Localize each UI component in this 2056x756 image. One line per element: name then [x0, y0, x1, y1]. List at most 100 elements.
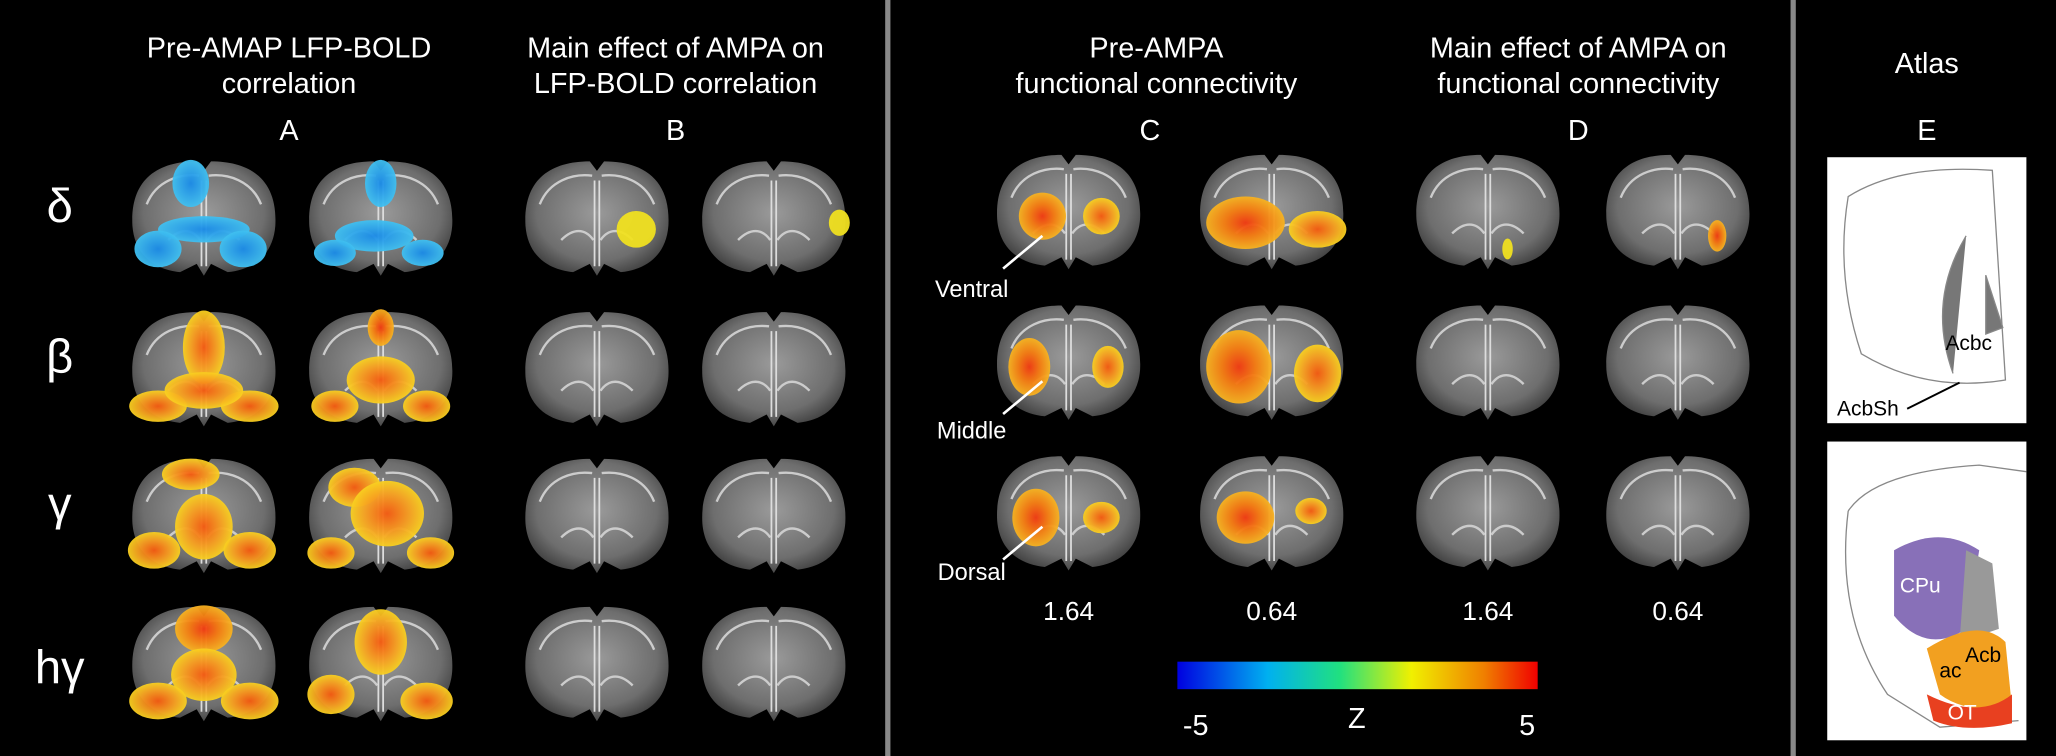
- activation: [1708, 220, 1727, 252]
- slice-coordinate: 1.64: [1043, 596, 1094, 626]
- brain-slice: [524, 160, 670, 278]
- panel-title: Pre-AMAP LFP-BOLD: [147, 32, 431, 64]
- activation: [182, 310, 225, 384]
- brain-slice: [1415, 153, 1561, 271]
- pointer: [1002, 525, 1044, 561]
- activation: [129, 682, 187, 720]
- activation: [1206, 196, 1285, 249]
- activation: [406, 537, 455, 569]
- band-label: δ: [47, 179, 73, 232]
- seed-label: Middle: [937, 418, 1006, 444]
- brain-slice: [1604, 153, 1751, 271]
- brain-slice: [1604, 304, 1751, 422]
- activation: [367, 309, 394, 346]
- brain-slice: [307, 605, 454, 723]
- activation: [1206, 330, 1272, 404]
- atlas-label: ac: [1939, 660, 1961, 683]
- panel-title: LFP-BOLD correlation: [534, 68, 817, 100]
- brain-slice: [995, 153, 1142, 271]
- panel-title: functional connectivity: [1015, 68, 1297, 100]
- activation: [1216, 491, 1275, 544]
- activation: [313, 239, 356, 266]
- brain-slice: [995, 454, 1142, 572]
- brain-image: [700, 310, 847, 428]
- brain-slice: [1198, 454, 1345, 572]
- atlas-drawings: [1827, 157, 2027, 741]
- brain-slice: [700, 605, 847, 723]
- atlas-label: Acb: [1965, 644, 2001, 667]
- activation: [354, 609, 407, 675]
- activation: [171, 648, 237, 701]
- colorbar-max: 5: [1519, 710, 1535, 742]
- brain-slice: [1604, 454, 1751, 572]
- panel-letter: E: [1917, 115, 1936, 147]
- band-label: hγ: [35, 640, 85, 693]
- activation: [828, 209, 850, 236]
- activation: [350, 480, 424, 547]
- brain-image: [700, 605, 847, 723]
- activation: [346, 356, 415, 404]
- panel-title: Main effect of AMPA on: [527, 32, 824, 64]
- brain-image: [1415, 454, 1561, 572]
- brain-image: [1415, 153, 1561, 271]
- activation: [1012, 488, 1060, 547]
- separator: [885, 0, 891, 756]
- panel-letter: A: [279, 115, 299, 147]
- atlas-label: CPu: [1900, 575, 1941, 598]
- activation: [365, 159, 397, 208]
- activation: [403, 390, 451, 422]
- pointer: [1002, 380, 1044, 416]
- seed-label: Dorsal: [938, 559, 1006, 585]
- colorbar: [1177, 661, 1538, 690]
- seed-label: Ventral: [935, 276, 1008, 302]
- activation: [175, 493, 233, 560]
- brain-slice: [700, 310, 847, 428]
- brain-slice: [307, 159, 454, 278]
- activation: [307, 674, 355, 715]
- panel-title: Main effect of AMPA on: [1430, 32, 1727, 64]
- brain-slice: [130, 159, 277, 278]
- brain-image: [1604, 153, 1751, 271]
- brain-slice: [129, 605, 279, 723]
- brain-slice: [524, 457, 670, 575]
- panel-letter: D: [1568, 115, 1589, 147]
- brain-image: [524, 605, 670, 723]
- activation: [307, 537, 355, 569]
- brain-image: [1604, 454, 1751, 572]
- activation: [1008, 338, 1051, 396]
- brain-slice: [129, 310, 279, 428]
- slice-coordinate: 1.64: [1462, 596, 1513, 626]
- activation: [1083, 197, 1120, 235]
- brain-slice: [1198, 153, 1347, 271]
- atlas-label: Acbc: [1945, 332, 1992, 355]
- slice-coordinate: 0.64: [1246, 596, 1297, 626]
- activation: [161, 458, 220, 491]
- activation: [616, 210, 656, 248]
- brain-slice: [700, 457, 847, 575]
- colorbar-min: -5: [1183, 710, 1209, 742]
- panel-title: Pre-AMPA: [1089, 32, 1224, 64]
- activation: [1092, 345, 1124, 388]
- brain-slice: [1415, 454, 1561, 572]
- panel-title: functional connectivity: [1437, 68, 1719, 100]
- brain-image: [1604, 304, 1751, 422]
- panel-letter: B: [666, 115, 685, 147]
- activation: [1018, 192, 1066, 240]
- slice-coordinate: 0.64: [1652, 596, 1703, 626]
- activation: [219, 230, 267, 268]
- panel-title: correlation: [222, 68, 357, 100]
- band-label: β: [46, 330, 73, 383]
- atlas-label: OT: [1948, 702, 1977, 725]
- brain-slice: [127, 457, 277, 575]
- atlas-label: AcbSh: [1837, 398, 1899, 421]
- activation: [127, 531, 181, 569]
- activation: [1295, 497, 1327, 525]
- brain-slice: [524, 605, 670, 723]
- brain-image: [524, 310, 670, 428]
- brain-image: [700, 160, 847, 278]
- band-label: γ: [48, 477, 72, 530]
- brain-slice: [700, 160, 850, 278]
- pointer: [1002, 234, 1044, 270]
